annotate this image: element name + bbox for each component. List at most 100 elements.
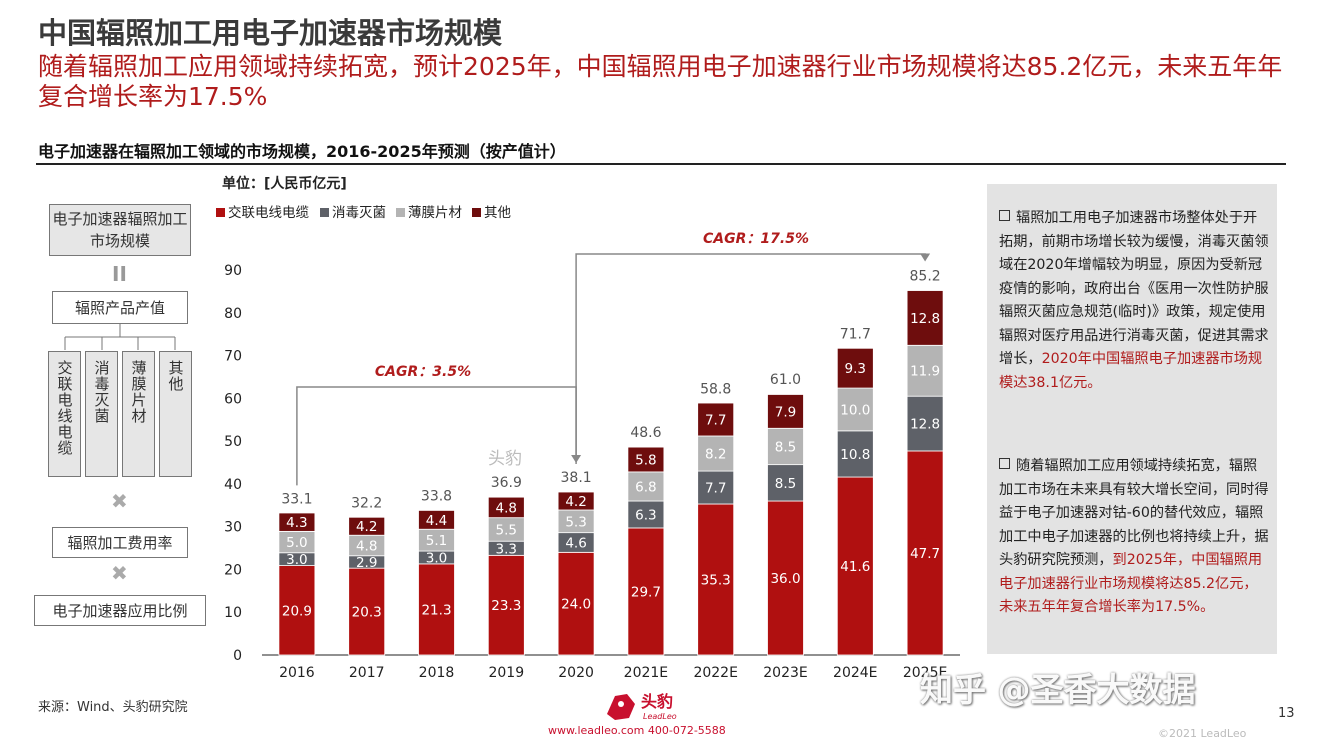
flow-ratio-label: 电子加速器应用比例 xyxy=(52,601,188,620)
bar-segment xyxy=(348,567,386,656)
bar-value-label: 4.3 xyxy=(286,515,307,531)
bar-value-label: 47.7 xyxy=(910,546,940,562)
cagr-label-0: CAGR：3.5% xyxy=(375,364,471,380)
flow-equals-sign: II xyxy=(112,262,127,286)
flow-fee-rate-label: 辐照加工费用率 xyxy=(67,533,173,552)
x-tick-label: 2017 xyxy=(349,665,385,681)
bar-value-label: 10.8 xyxy=(840,447,870,463)
bar-total-label: 48.6 xyxy=(630,425,661,441)
bar-value-label: 4.6 xyxy=(565,535,586,551)
y-tick-label: 50 xyxy=(224,434,242,450)
bar-segment xyxy=(836,347,874,389)
flow-product-value-label: 辐照产品产值 xyxy=(74,298,165,317)
bar-segment xyxy=(627,500,665,529)
note-bullet-1: 辐照加工用电子加速器市场整体处于开拓期，前期市场增长较为缓慢，消毒灭菌领域在20… xyxy=(999,207,1269,395)
bar-segment xyxy=(767,394,804,429)
flow-category-cable: 交联电线电缆 xyxy=(48,351,81,477)
flow-category-other: 其他 xyxy=(159,351,192,477)
bar-value-label: 20.9 xyxy=(282,603,312,619)
bar-value-label: 4.2 xyxy=(356,519,377,535)
bar-value-label: 3.0 xyxy=(426,550,447,566)
x-tick-label: 2021E xyxy=(624,665,668,681)
notes-panel xyxy=(987,184,1277,654)
legend-label-1: 消毒灭菌 xyxy=(332,205,386,221)
bar-segment xyxy=(767,427,804,466)
bar-value-label: 20.3 xyxy=(352,605,382,621)
bar-segment xyxy=(557,551,595,656)
bar-value-label: 23.3 xyxy=(491,598,521,614)
bar-value-label: 5.5 xyxy=(496,522,517,538)
bar-total-label: 58.8 xyxy=(700,381,731,397)
bar-value-label: 7.9 xyxy=(775,404,796,420)
cagr-bracket-0 xyxy=(296,386,577,486)
bar-value-label: 12.8 xyxy=(910,311,940,327)
x-tick-label: 2025E xyxy=(903,665,947,681)
flow-multiply-sign-1: ✖ xyxy=(111,489,128,513)
legend-swatch-1 xyxy=(320,208,329,217)
flow-fee-rate-box: 辐照加工费用率 xyxy=(52,527,188,558)
checkbox-bullet-icon xyxy=(999,458,1010,469)
y-tick-label: 40 xyxy=(224,477,242,493)
flow-category-sterilization: 消毒灭菌 xyxy=(85,351,118,477)
bar-value-label: 8.2 xyxy=(705,447,726,463)
y-tick-label: 10 xyxy=(224,605,242,621)
note-1-text: 辐照加工用电子加速器市场整体处于开拓期，前期市场增长较为缓慢，消毒灭菌领域在20… xyxy=(999,210,1269,367)
x-tick-label: 2020 xyxy=(558,665,594,681)
bar-segment xyxy=(278,512,316,532)
bar-value-label: 4.2 xyxy=(565,494,586,510)
note-2-highlight: 到2025年，中国辐照用电子加速器行业市场规模将达85.2亿元，未来五年年复合增… xyxy=(999,552,1263,615)
legend-label-3: 其他 xyxy=(484,205,511,221)
flow-branch-lines xyxy=(64,324,176,350)
page-title: 中国辐照加工用电子加速器市场规模 xyxy=(38,16,503,50)
bar-segment xyxy=(627,527,665,656)
bar-value-label: 8.5 xyxy=(775,476,796,492)
bar-segment xyxy=(627,446,665,473)
bar-segment xyxy=(697,435,735,472)
bar-value-label: 4.8 xyxy=(356,538,377,554)
bar-total-label: 85.2 xyxy=(910,269,941,285)
bar-value-label: 29.7 xyxy=(631,584,661,600)
x-tick-label: 2019 xyxy=(488,665,524,681)
y-tick-label: 90 xyxy=(224,263,242,279)
footer-contact[interactable]: www.leadleo.com 400-072-5588 xyxy=(548,724,726,737)
bar-segment xyxy=(418,510,455,530)
y-tick-label: 0 xyxy=(233,648,242,664)
chart-watermark: 头豹 xyxy=(488,449,522,469)
x-tick-label: 2023E xyxy=(763,665,807,681)
bar-segment xyxy=(697,402,735,437)
bar-value-label: 6.3 xyxy=(635,507,656,523)
bar-segment xyxy=(906,450,944,656)
bar-value-label: 6.8 xyxy=(635,479,656,495)
bar-segment xyxy=(627,471,665,502)
bar-value-label: 10.0 xyxy=(840,402,870,418)
bar-value-label: 5.1 xyxy=(426,533,447,549)
bar-value-label: 2.9 xyxy=(356,555,377,571)
legend-label-2: 薄膜片材 xyxy=(408,205,462,221)
checkbox-bullet-icon xyxy=(999,210,1010,221)
x-tick-label: 2016 xyxy=(279,665,315,681)
bar-value-label: 5.3 xyxy=(565,514,586,530)
bar-segment xyxy=(418,563,455,656)
flow-multiply-sign-2: ✖ xyxy=(111,561,128,585)
bar-value-label: 9.3 xyxy=(845,361,866,377)
legend-label-0: 交联电线电缆 xyxy=(228,204,309,221)
bar-value-label: 36.0 xyxy=(770,571,800,587)
bar-value-label: 11.9 xyxy=(910,364,940,380)
bar-total-label: 36.9 xyxy=(491,475,522,491)
leadleo-logo: 头豹 LeadLeo xyxy=(605,690,725,726)
bar-value-label: 24.0 xyxy=(561,597,591,613)
bar-value-label: 41.6 xyxy=(840,559,870,575)
flow-category-film: 薄膜片材 xyxy=(122,351,155,477)
zhihu-watermark: 知乎 @圣香大数据 xyxy=(920,670,1196,709)
bar-segment xyxy=(906,395,944,452)
bar-segment xyxy=(906,344,944,397)
legend-swatch-2 xyxy=(396,208,405,217)
x-tick-label: 2022E xyxy=(693,665,737,681)
flow-ratio-box: 电子加速器应用比例 xyxy=(34,595,206,626)
y-tick-label: 60 xyxy=(224,391,242,407)
bar-segment xyxy=(906,290,944,346)
bar-segment xyxy=(697,470,735,505)
y-tick-label: 20 xyxy=(224,562,242,578)
bar-segment xyxy=(348,516,386,536)
